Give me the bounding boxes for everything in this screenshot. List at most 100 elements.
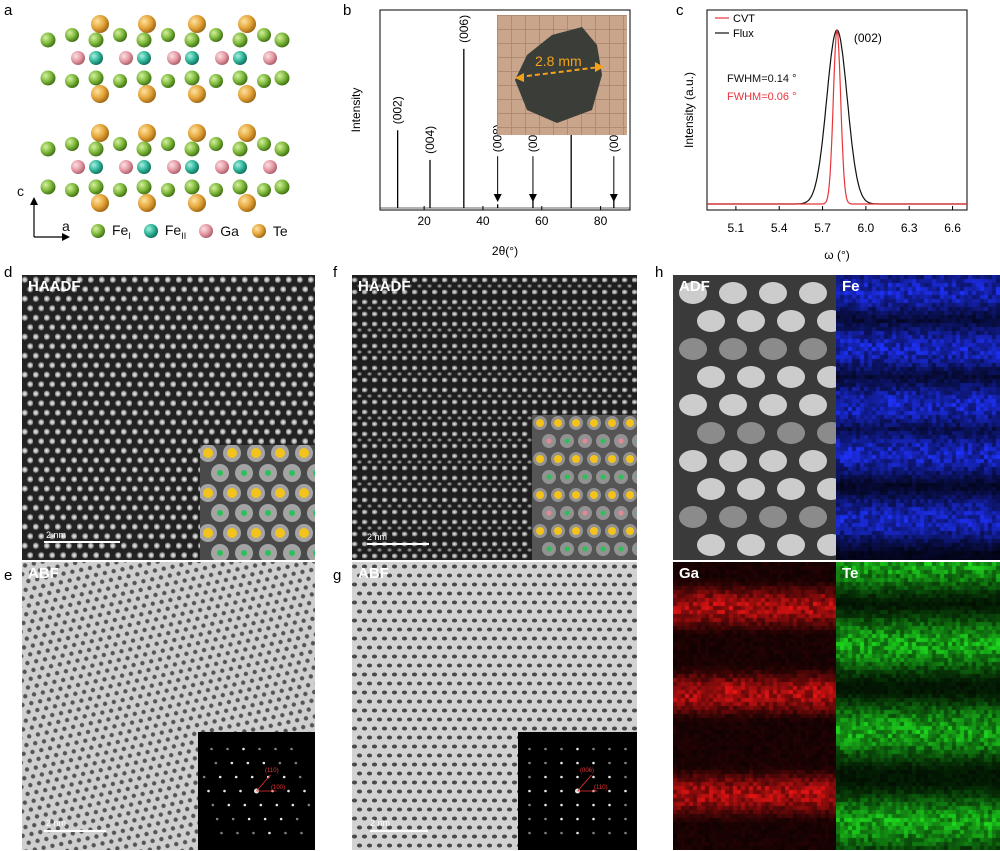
fft-spot [624,761,627,765]
fft-spot [218,775,222,779]
fft-spot [298,775,302,779]
fft-spot [560,775,563,779]
fft-e-label-100: (100) [271,785,286,791]
fft-spot [576,747,579,751]
inset-atom [536,455,544,463]
haadf-image-d: HAADF 2 nm [22,275,315,560]
fft-spot [287,789,290,793]
ga-atom [215,160,229,174]
ga-atom [71,51,85,65]
rc-xlabel: ω (°) [824,248,850,262]
adf-atom-column [759,450,787,472]
inset-atom [564,474,570,480]
inset-atom [618,546,624,552]
inset-atom [289,550,295,556]
fe1-atom [40,70,56,86]
adf-atom-column [777,478,805,500]
fft-spot [608,789,611,793]
fe1-atom [232,179,248,195]
inset-atom [299,528,309,538]
fe2-atom [89,160,103,174]
fe1-atom [161,74,175,88]
rc-series-line [707,29,967,205]
fft-spot [284,831,287,835]
fft-spot [624,817,627,821]
fft-spot [608,761,611,765]
fft-spot [246,761,250,765]
inset-atom [582,474,588,480]
crystal-flake [515,27,602,123]
adf-atom-column [679,506,707,528]
fe1-atom [232,141,248,157]
te-atom [138,85,156,103]
inset-atom [572,419,580,427]
fft-spot [220,831,223,835]
scalebar-text-f: 2 nm [367,532,388,542]
fft-spot [592,775,595,779]
xrd-peak-label: (002) [391,96,405,124]
fe1-atom [136,141,152,157]
inset-atom [265,470,271,476]
fft-spot [236,831,239,835]
rc-xtick-label: 6.6 [944,221,961,235]
inset-atom [217,550,223,556]
fft-spot [624,803,627,807]
fe1-atom [257,74,271,88]
abf-image-e: ABF 2 nm (110) (100) [22,562,315,850]
abf-label-e: ABF [28,565,59,582]
te-atom [188,124,206,142]
fft-spot [282,775,286,779]
fe1-atom [88,141,104,157]
fe1-atom [232,32,248,48]
adf-atom-column [679,450,707,472]
fft-spot [544,761,547,765]
inset-atom [564,438,570,444]
panel-letter-h: h [655,264,664,281]
inset-atom [546,510,552,516]
inset-atom [590,455,598,463]
inset-atom [626,527,634,535]
abf-label-g: ABF [358,565,389,582]
inset-atom [600,546,606,552]
fft-spot [544,817,547,821]
te-atom [188,194,206,212]
inset-atom [299,488,309,498]
inset-atom [299,448,309,458]
inset-atom [227,448,237,458]
ga-legend-marker [199,224,214,239]
ga-atom [167,160,181,174]
inset-atom [217,470,223,476]
scalebar-d [44,541,120,543]
adf-atom-column [697,366,725,388]
inset-atom [251,528,261,538]
inset-atom [618,510,624,516]
adf-atom-column [799,394,827,416]
adf-atom-column [697,534,725,556]
inset-atom [265,510,271,516]
fft-spot [214,761,218,765]
inset-atom [289,470,295,476]
panel-letter-b: b [343,2,352,19]
fft-spot [592,747,595,751]
inset-atom [203,448,213,458]
inset-atom [241,550,247,556]
fe1-atom [257,183,271,197]
fe1-atom [113,74,127,88]
fe2-atom [185,51,199,65]
xrd-xtick-label: 40 [476,214,490,228]
te-map-label: Te [842,565,859,582]
rc-ylabel: Intensity (a.u.) [682,72,696,148]
inset-atom [582,510,588,516]
fft-spot [528,817,531,821]
panel-letter-c: c [676,2,684,19]
fft-g-label-110: (110) [594,785,608,791]
fe2-atom [233,51,247,65]
fe1-atom [274,32,290,48]
adf-atom-column [697,310,725,332]
fft-spot [274,747,277,751]
fft-spot [223,789,226,793]
te-atom [91,85,109,103]
adf-atom-column [719,282,747,304]
xrd-frame [379,9,631,211]
adf-atom-column [737,478,765,500]
